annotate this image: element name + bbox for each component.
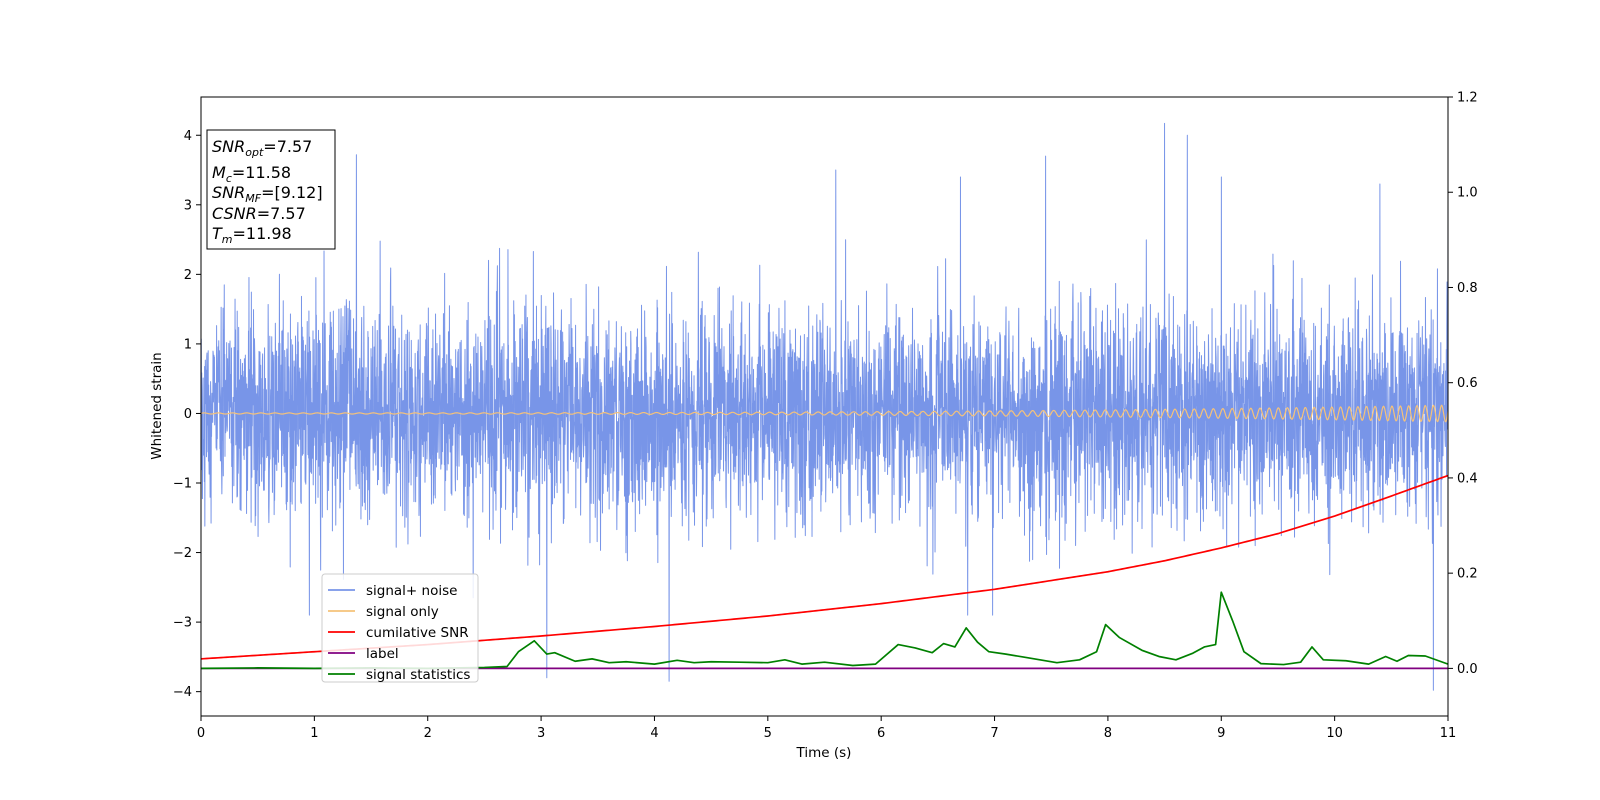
y-axis-left: −4 −3 −2 −1 0 1 2 3 4: [173, 129, 201, 700]
y2-tick-label: 0.6: [1457, 376, 1478, 391]
mc-text: Mc=11.58: [212, 163, 291, 185]
tm-text: Tm=11.98: [212, 224, 292, 246]
y2-tick-label: 0.4: [1457, 471, 1478, 486]
info-box: SNRopt=7.57 Mc=11.58 SNRMF=[9.12] CSNR=7…: [206, 129, 336, 250]
y-tick-label: 0: [184, 407, 192, 422]
x-tick-label: 11: [1440, 726, 1457, 741]
y-tick-label: −4: [173, 685, 192, 700]
y-tick-label: 4: [184, 129, 192, 144]
x-tick-label: 9: [1217, 726, 1225, 741]
y-tick-label: 3: [184, 198, 192, 213]
x-axis-title: Time (s): [796, 745, 852, 761]
y2-tick-label: 1.2: [1457, 91, 1478, 106]
legend: signal+ noise signal only cumilative SNR la…: [321, 573, 479, 683]
snr-mf-text: SNRMF=[9.12]: [212, 183, 323, 205]
legend-label: label: [366, 646, 399, 662]
y2-tick-label: 0.0: [1457, 662, 1478, 677]
y-tick-label: −1: [173, 477, 192, 492]
signal-noise-series-line: [201, 122, 1448, 691]
csnr-text: CSNR=7.57: [212, 204, 306, 223]
y-axis-right: 0.0 0.2 0.4 0.6 0.8 1.0 1.2: [1448, 91, 1478, 677]
y-tick-label: −3: [173, 616, 192, 631]
x-tick-label: 2: [424, 726, 432, 741]
legend-label: signal statistics: [366, 667, 470, 683]
y-axis-title: Whitened strain: [149, 352, 165, 459]
x-tick-label: 5: [764, 726, 772, 741]
signal-only-series-line: [201, 404, 1448, 423]
y-tick-label: 1: [184, 337, 192, 352]
x-tick-label: 3: [537, 726, 545, 741]
plot-frame: [200, 96, 1449, 717]
y-tick-label: 2: [184, 268, 192, 283]
snr-opt-text: SNRopt=7.57: [212, 137, 312, 159]
x-tick-label: 1: [310, 726, 318, 741]
x-tick-label: 10: [1326, 726, 1343, 741]
x-tick-label: 7: [990, 726, 998, 741]
legend-label: signal only: [366, 604, 439, 620]
x-tick-label: 8: [1104, 726, 1112, 741]
x-axis: 0 1 2 3 4 5 6 7 8 9 10 11: [197, 716, 1456, 741]
y2-tick-label: 0.8: [1457, 281, 1478, 296]
y-tick-label: −2: [173, 546, 192, 561]
y2-tick-label: 1.0: [1457, 186, 1478, 201]
y2-tick-label: 0.2: [1457, 567, 1478, 582]
legend-label: cumilative SNR: [366, 625, 469, 641]
x-tick-label: 4: [650, 726, 658, 741]
signal-statistics-series-line: [201, 591, 1448, 670]
legend-label: signal+ noise: [366, 583, 457, 599]
x-tick-label: 0: [197, 726, 205, 741]
x-tick-label: 6: [877, 726, 885, 741]
